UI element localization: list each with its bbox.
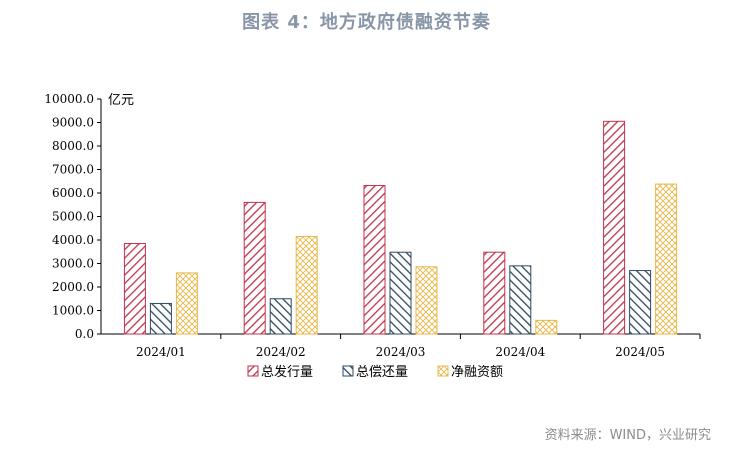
y-tick-label: 9000.0 [52, 116, 94, 130]
bar-2-2024-01 [149, 302, 172, 335]
axes: 0.0 1000.0 2000.0 3000.0 4000.0 5000.0 6000.0 7… [44, 92, 701, 359]
legend-label-1: 总发行量 [261, 364, 313, 380]
bar-2-2024-02 [269, 298, 292, 335]
legend-swatch-1 [247, 365, 259, 377]
x-tick-label: 2024/02 [256, 345, 306, 359]
bar-2-2024-04 [509, 265, 532, 335]
x-tick-label: 2024/05 [615, 345, 665, 359]
legend-label-3: 净融资额 [451, 365, 503, 380]
x-tick-label: 2024/01 [136, 345, 186, 359]
legend: 总发行量 总偿还量 净融资额 [247, 364, 503, 380]
legend-swatch-3 [437, 365, 449, 377]
bar-1-2024-03 [363, 184, 386, 335]
y-tick-label: 5000.0 [52, 210, 94, 224]
bar-1-2024-04 [483, 251, 506, 335]
y-tick-label: 10000.0 [44, 92, 94, 106]
x-tick-label: 2024/04 [495, 345, 545, 359]
bar-3-2024-03 [415, 266, 438, 335]
y-tick-label: 7000.0 [52, 163, 94, 177]
bars [123, 120, 678, 335]
source-note: 资料来源：WIND，兴业研究 [544, 428, 711, 443]
x-tick-label: 2024/03 [376, 345, 426, 359]
bar-3-2024-05 [655, 183, 678, 335]
y-tick-label: 3000.0 [52, 257, 94, 271]
y-unit-label: 亿元 [108, 93, 134, 108]
chart-title: 图表 4：地方政府债融资节奏 [242, 12, 491, 33]
y-tick-label: 8000.0 [52, 139, 94, 153]
y-tick-label: 0.0 [75, 327, 94, 341]
y-tick-label: 6000.0 [52, 186, 94, 200]
bar-1-2024-05 [603, 120, 626, 335]
y-tick-label: 4000.0 [52, 233, 94, 247]
bar-2-2024-05 [629, 270, 652, 335]
bar-1-2024-01 [123, 243, 146, 335]
bar-3-2024-01 [175, 272, 198, 335]
y-tick-label: 2000.0 [52, 280, 94, 294]
bar-2-2024-03 [389, 251, 412, 335]
y-tick-label: 1000.0 [52, 304, 94, 318]
legend-swatch-2 [342, 365, 354, 377]
bar-1-2024-02 [243, 201, 266, 335]
bar-3-2024-02 [295, 235, 318, 335]
legend-label-2: 总偿还量 [356, 365, 408, 380]
bar-3-2024-04 [535, 319, 558, 335]
